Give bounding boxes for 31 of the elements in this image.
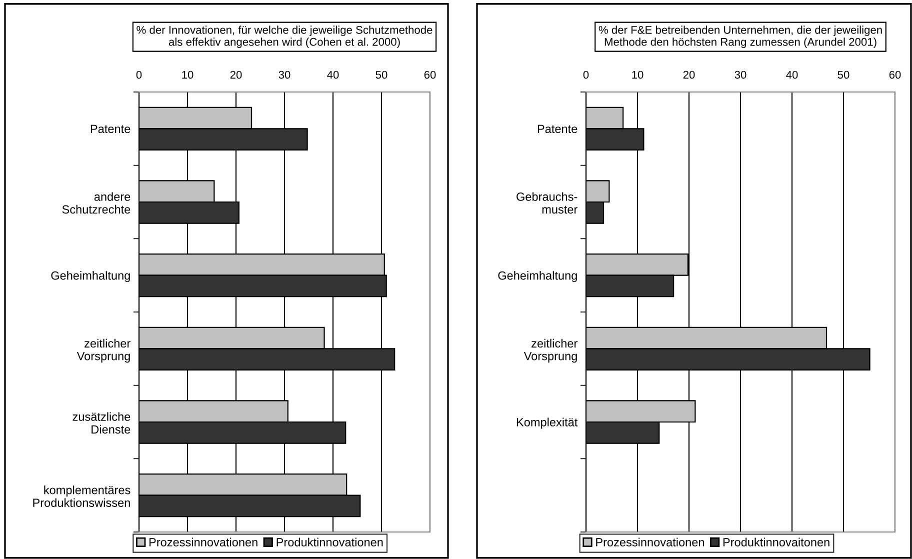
x-tick-label: 30 bbox=[278, 70, 290, 79]
x-tick-label: 40 bbox=[786, 70, 798, 79]
legend-label: Produktinnovationen bbox=[276, 538, 383, 546]
chart-title: % der Innovationen, für welche die jeweilige Schutzmethode als effektiv angesehen wird (Cohen et al. 2000) bbox=[136, 26, 432, 48]
y-tick-label: andere Schutzrechte bbox=[62, 192, 130, 214]
y-tick-label: komplementäres Produktionswissen bbox=[33, 486, 130, 507]
x-tick-label: 10 bbox=[632, 70, 644, 79]
y-tick-label: zusätzliche Dienste bbox=[72, 412, 130, 434]
y-tick-label: zeitlicher Vorsprung bbox=[76, 338, 130, 363]
x-tick-label: 60 bbox=[424, 70, 436, 79]
x-tick-label: 50 bbox=[838, 70, 850, 79]
legend-label: Produktinnovaitonen bbox=[723, 538, 830, 546]
y-tick-label: Geheimhaltung bbox=[51, 271, 130, 282]
x-tick-label: 50 bbox=[376, 70, 388, 79]
y-tick-label: Geheimhaltung bbox=[498, 271, 577, 282]
y-tick-label: Patente bbox=[538, 124, 578, 134]
legend-label: Prozessinnovationen bbox=[596, 538, 704, 546]
x-tick-label: 20 bbox=[683, 70, 695, 79]
x-tick-label: 30 bbox=[734, 70, 746, 79]
x-tick-label: 20 bbox=[230, 70, 242, 79]
legend-label: Prozessinnovationen bbox=[149, 538, 258, 546]
y-tick-label: Patente bbox=[90, 124, 130, 134]
x-tick-label: 10 bbox=[182, 70, 194, 79]
x-tick-label: 60 bbox=[889, 70, 901, 79]
y-tick-label: Gebrauchs- muster bbox=[516, 192, 578, 214]
y-tick-label: zeitlicher Vorsprung bbox=[524, 338, 578, 363]
chart-title: % der F&E betreibenden Unternehmen, die der jeweiligen Methode den höchsten Rang zumessen (Arundel 2001) bbox=[598, 26, 882, 48]
x-tick-label: 0 bbox=[583, 70, 589, 79]
x-tick-label: 40 bbox=[327, 70, 339, 79]
y-tick-label: Komplexität bbox=[516, 418, 578, 429]
x-tick-label: 0 bbox=[136, 70, 142, 79]
